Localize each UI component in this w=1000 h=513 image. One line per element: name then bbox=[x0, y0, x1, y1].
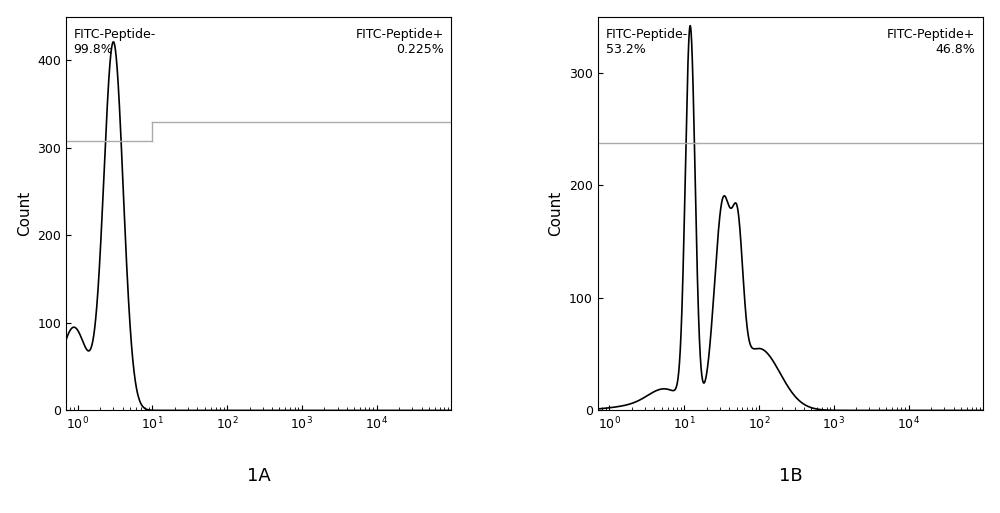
Text: FITC-Peptide-
53.2%: FITC-Peptide- 53.2% bbox=[606, 29, 688, 56]
Text: FITC-Peptide+
0.225%: FITC-Peptide+ 0.225% bbox=[355, 29, 444, 56]
Text: FITC-Peptide-
99.8%: FITC-Peptide- 99.8% bbox=[74, 29, 156, 56]
X-axis label: 1B: 1B bbox=[779, 467, 802, 485]
X-axis label: 1A: 1A bbox=[247, 467, 271, 485]
Y-axis label: Count: Count bbox=[17, 191, 32, 236]
Text: FITC-Peptide+
46.8%: FITC-Peptide+ 46.8% bbox=[887, 29, 976, 56]
Y-axis label: Count: Count bbox=[549, 191, 564, 236]
